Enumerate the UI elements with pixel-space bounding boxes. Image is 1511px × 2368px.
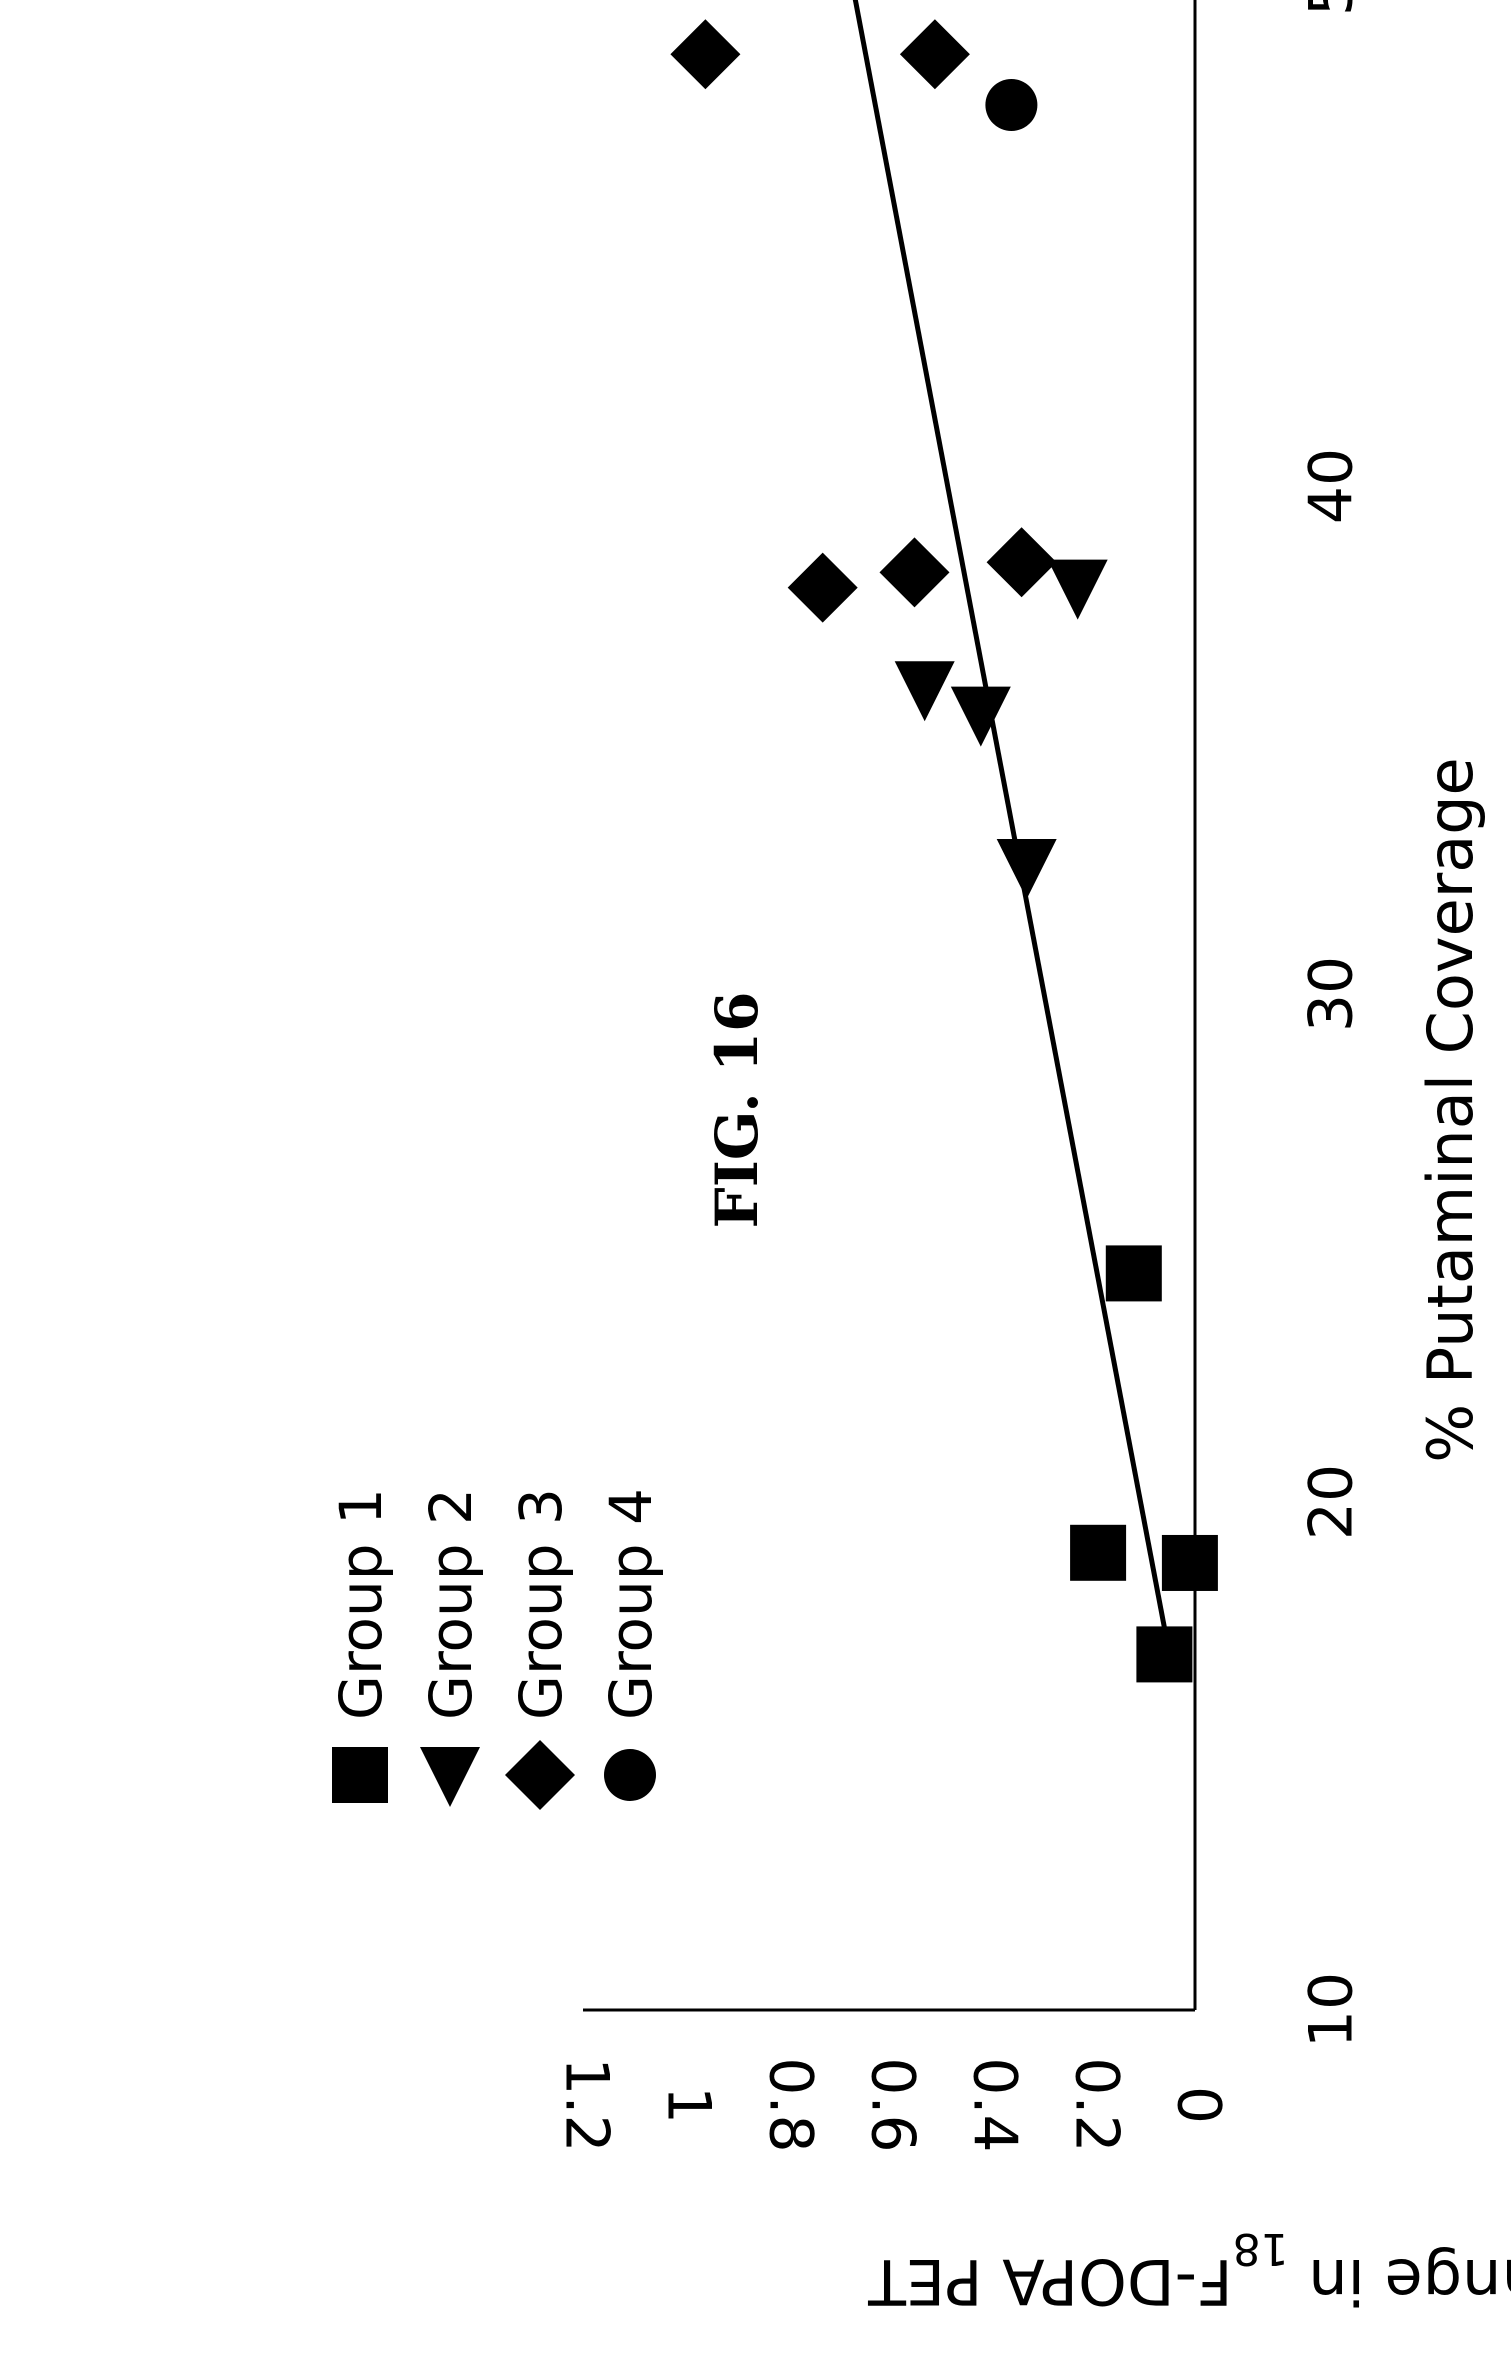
data-point-group-4 [985,79,1038,131]
data-point-group-2 [894,661,955,722]
y-tick-labels: 0 0.2 0.4 0.6 0.8 1 1.2 [551,2057,1233,2152]
trendline [852,0,1172,1655]
y-tick-label: 0.2 [1061,2057,1131,2152]
data-point-group-3 [670,19,741,90]
legend-label: Group 2 [417,1488,485,1720]
data-point-group-3 [879,537,950,608]
legend-item-group-2: Group 2 [417,1488,485,1807]
data-point-group-1 [1105,1245,1162,1302]
legend-marker-square-icon [332,1747,388,1803]
legend-item-group-1: Group 1 [327,1488,395,1803]
y-tick-label: 0.4 [959,2057,1029,2152]
x-axis-label: % Putaminal Coverage [1414,757,1487,1462]
y-tick-label: 1.2 [551,2057,621,2152]
y-axis-label-sub: 18 [1233,2224,1289,2275]
x-tick-label: 50 [1297,0,1367,16]
data-points [670,19,1218,1683]
data-point-group-3 [899,19,970,90]
data-point-group-3 [787,552,858,623]
y-tick-label: 0.6 [857,2057,927,2152]
legend-item-group-4: Group 4 [597,1488,665,1801]
y-tick-label: 0.8 [755,2057,825,2152]
legend-label: Group 3 [507,1488,575,1720]
data-point-group-2 [950,686,1011,747]
data-point-group-3 [986,527,1057,598]
y-tick-label: 1 [653,2086,723,2124]
figure-label: FIG. 16 [703,992,771,1229]
data-point-group-1 [1136,1626,1193,1683]
legend-label: Group 1 [327,1488,395,1720]
legend-label: Group 4 [597,1488,665,1720]
legend: Group 1 Group 2 Group 3 Group 4 [327,1488,665,1810]
data-point-group-1 [1070,1524,1127,1581]
x-tick-label: 20 [1297,1464,1367,1540]
data-point-group-1 [1161,1534,1218,1591]
x-tick-label: 40 [1297,448,1367,524]
legend-marker-triangle-icon [420,1747,480,1807]
data-point-group-2 [996,839,1057,899]
y-tick-label: 0 [1163,2086,1233,2124]
legend-item-group-3: Group 3 [505,1488,575,1810]
y-axis-label: Change in 18F-DOPA PET [867,2224,1511,2319]
data-point-group-2 [1047,559,1108,620]
scatter-plot: 102030405060 00.20.40.60.811.2 % Putamin… [327,0,1511,2318]
y-axis-label-post: F-DOPA PET [867,2245,1233,2318]
x-tick-labels: 102030405060 [1297,0,1367,2048]
legend-marker-diamond-icon [505,1740,575,1810]
x-tick-label: 10 [1297,1972,1367,2048]
x-tick-label: 30 [1297,956,1367,1032]
legend-marker-circle-icon [604,1749,656,1801]
y-axis-label-pre: Change in [1289,2245,1511,2318]
